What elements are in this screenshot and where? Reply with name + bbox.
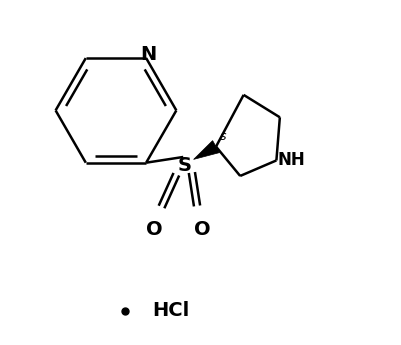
Text: O: O (194, 220, 211, 239)
Text: NH: NH (277, 151, 305, 169)
Text: s: s (220, 130, 226, 144)
Text: O: O (146, 220, 162, 239)
Text: S: S (178, 156, 192, 175)
Polygon shape (194, 141, 219, 159)
Text: N: N (140, 45, 156, 64)
Text: HCl: HCl (152, 301, 189, 320)
